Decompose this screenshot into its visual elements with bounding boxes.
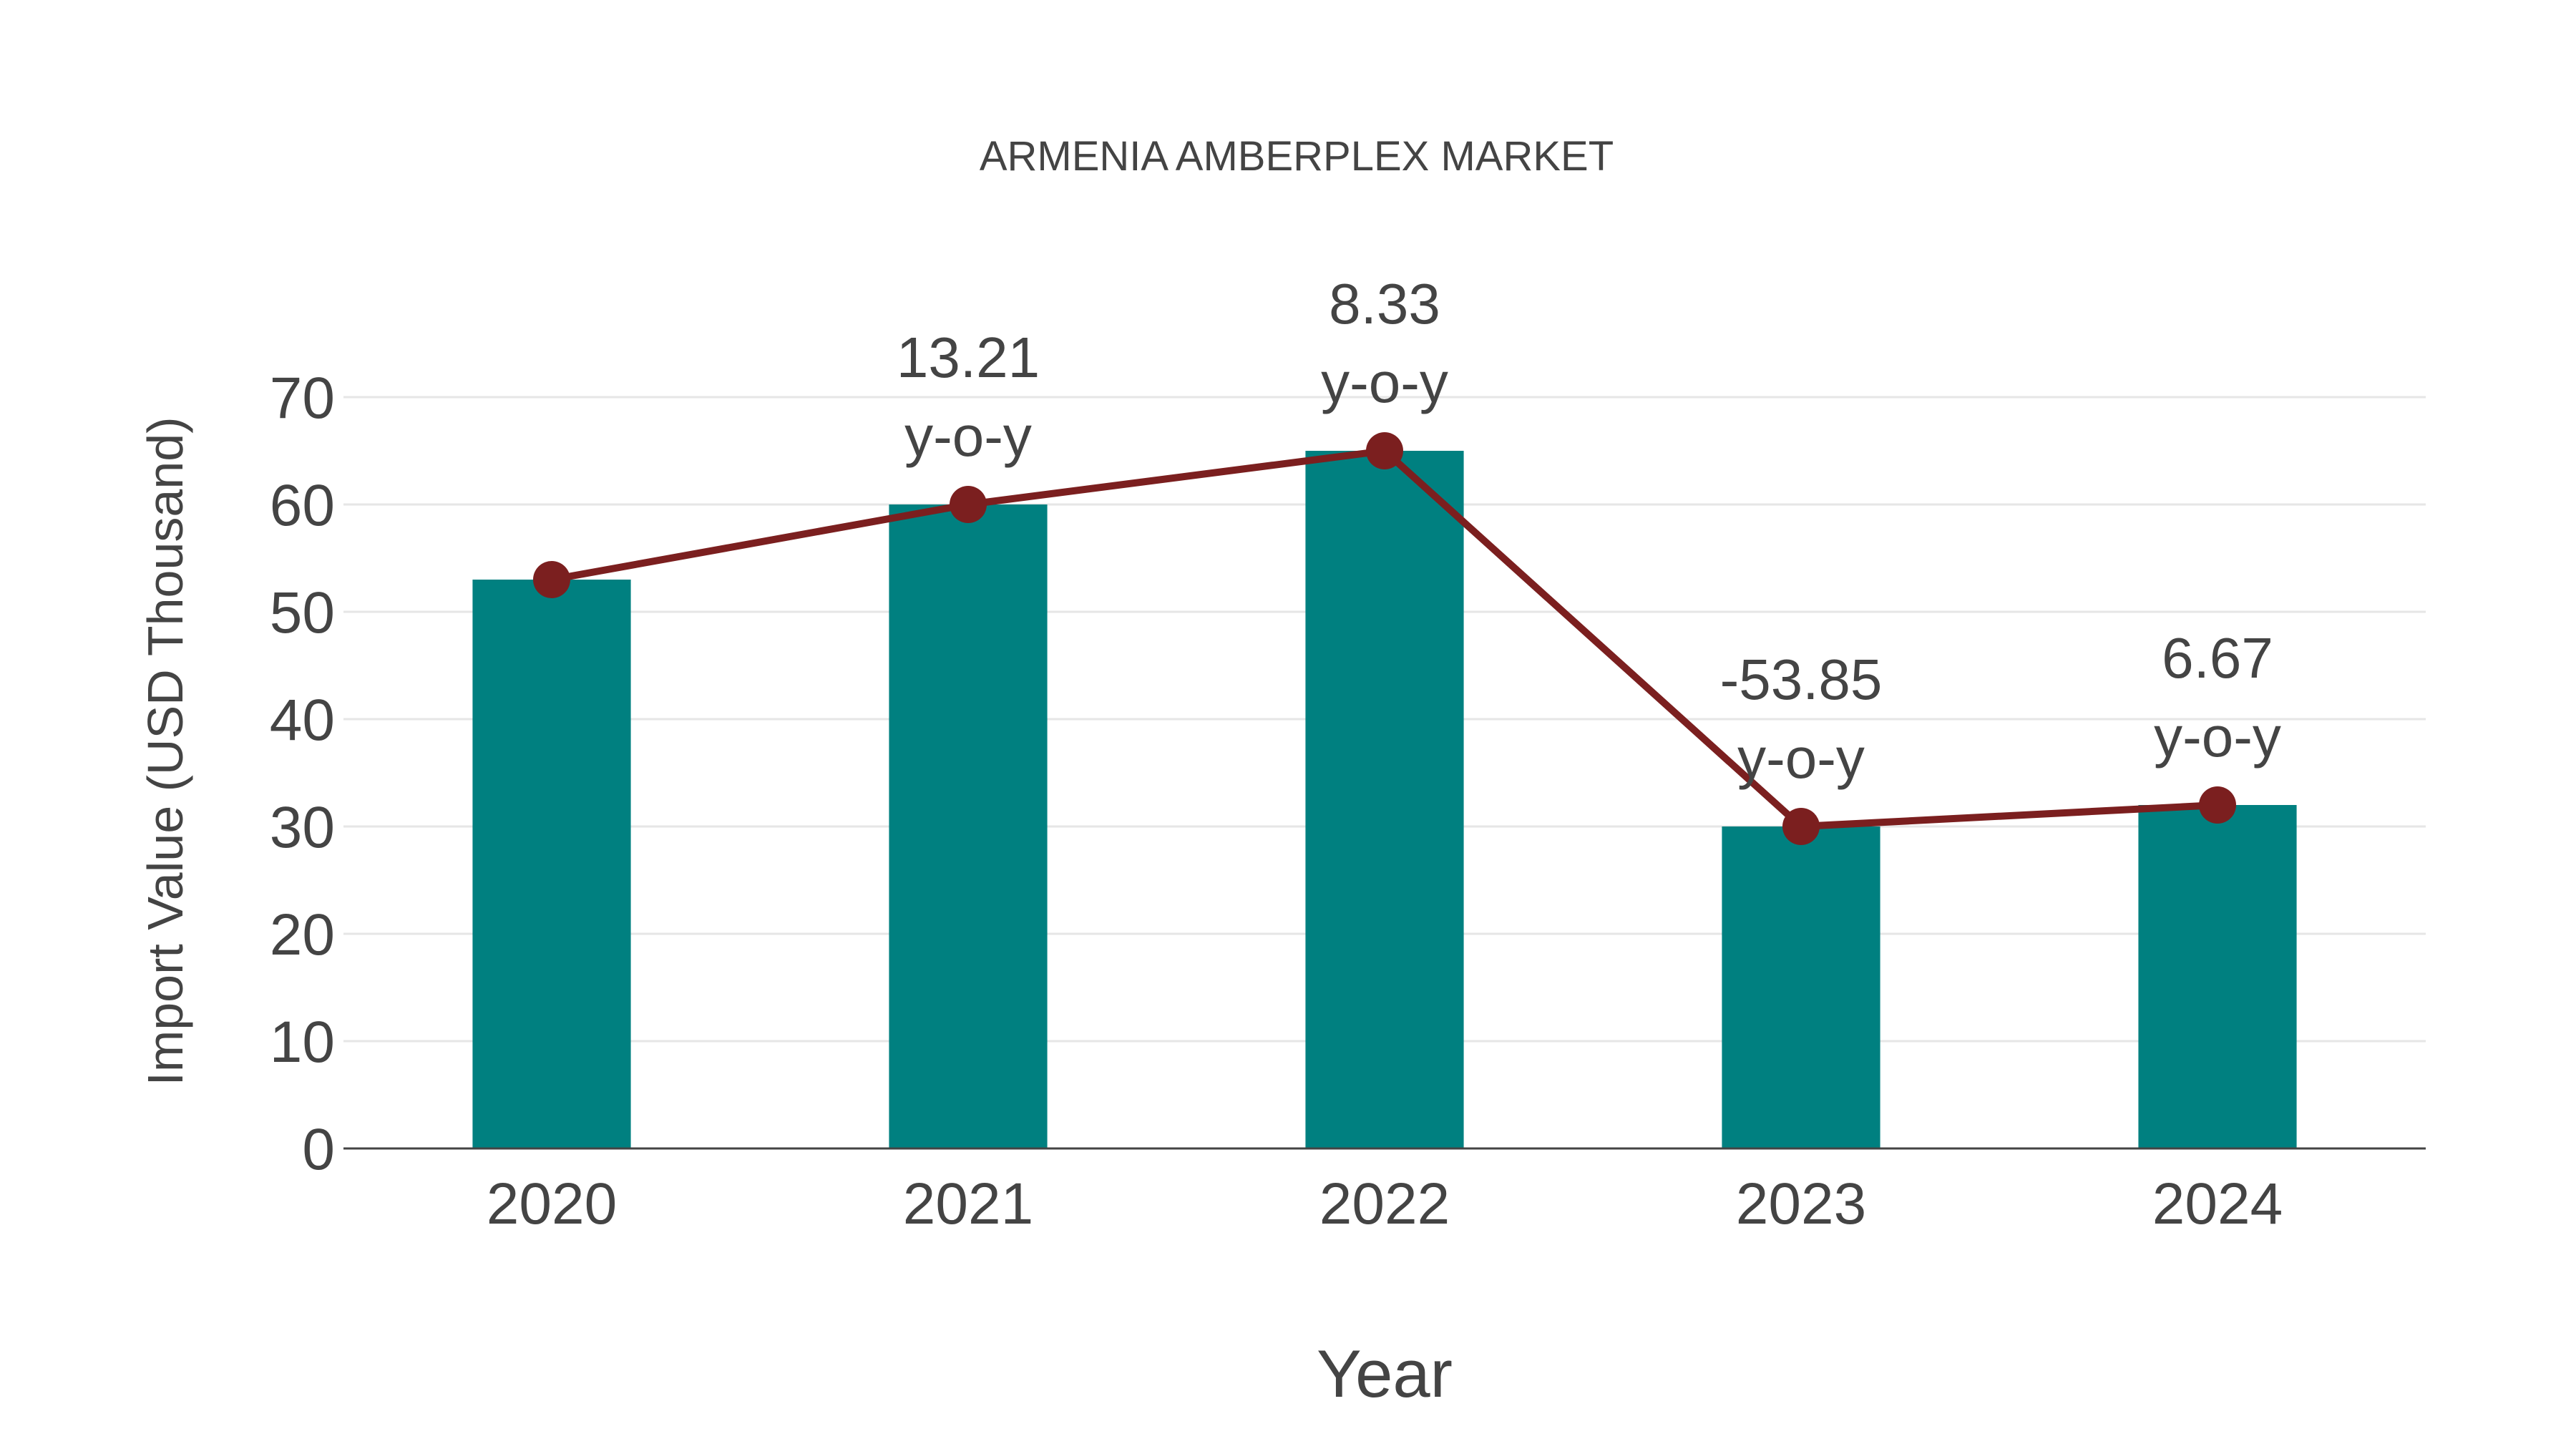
y-axis-title: Import Value (USD Thousand) xyxy=(137,416,193,1085)
marker-2020 xyxy=(533,561,570,598)
bar-series xyxy=(472,451,2297,1148)
y-axis-ticks: 0 10 20 30 40 50 60 70 xyxy=(270,366,335,1182)
annotation-2022: 8.33 y-o-y xyxy=(1321,272,1448,414)
annotation-value: 13.21 xyxy=(897,326,1040,389)
annotation-2023: -53.85 y-o-y xyxy=(1720,648,1883,790)
marker-2021 xyxy=(950,486,987,523)
marker-2023 xyxy=(1782,808,1820,845)
annotation-value: -53.85 xyxy=(1720,648,1883,711)
y-tick-label: 0 xyxy=(302,1117,335,1182)
x-tick-label: 2022 xyxy=(1319,1171,1450,1236)
bar-2021 xyxy=(889,504,1048,1148)
x-axis-title: Year xyxy=(1317,1336,1453,1411)
x-axis-ticks: 2020 2021 2022 2023 2024 xyxy=(487,1171,2283,1236)
annotation-suffix: y-o-y xyxy=(1737,726,1865,790)
annotation-value: 6.67 xyxy=(2162,626,2273,690)
y-tick-label: 20 xyxy=(270,902,335,967)
y-tick-label: 10 xyxy=(270,1010,335,1075)
y-tick-label: 30 xyxy=(270,795,335,860)
annotation-2021: 13.21 y-o-y xyxy=(897,326,1040,468)
line-series xyxy=(533,432,2236,845)
bar-2020 xyxy=(472,580,631,1148)
marker-2024 xyxy=(2199,786,2236,824)
annotation-value: 8.33 xyxy=(1329,272,1440,336)
annotation-2024: 6.67 y-o-y xyxy=(2154,626,2281,769)
yoy-annotations: 13.21 y-o-y 8.33 y-o-y -53.85 y-o-y 6.67 y-o-y xyxy=(897,272,2281,790)
y-tick-label: 60 xyxy=(270,473,335,538)
annotation-suffix: y-o-y xyxy=(2154,705,2281,769)
x-tick-label: 2024 xyxy=(2152,1171,2283,1236)
x-tick-label: 2021 xyxy=(903,1171,1033,1236)
marker-2022 xyxy=(1366,432,1403,469)
y-tick-label: 70 xyxy=(270,366,335,431)
bar-2022 xyxy=(1305,451,1464,1148)
bar-2024 xyxy=(2138,805,2297,1148)
y-tick-label: 50 xyxy=(270,580,335,645)
x-tick-label: 2023 xyxy=(1736,1171,1866,1236)
bar-2023 xyxy=(1722,826,1880,1148)
x-tick-label: 2020 xyxy=(487,1171,617,1236)
y-tick-label: 40 xyxy=(270,688,335,753)
annotation-suffix: y-o-y xyxy=(1321,351,1448,414)
chart-title: ARMENIA AMBERPLEX MARKET xyxy=(980,133,1614,180)
annotation-suffix: y-o-y xyxy=(904,404,1032,468)
